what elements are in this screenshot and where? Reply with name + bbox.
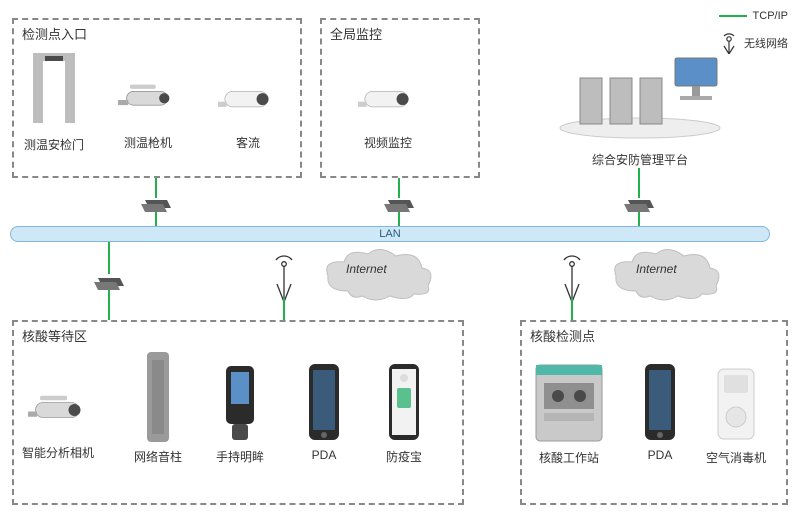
bullet-camera-icon [118,70,178,130]
antenna-icon [274,254,294,299]
router-icon [94,272,124,292]
device-fyb-label: 防疫宝 [374,448,434,465]
zone-testing-title: 核酸检测点 [530,326,595,345]
gate-icon [24,58,84,118]
device-smart-cam-label: 智能分析相机 [22,444,94,461]
zone-waiting-title: 核酸等待区 [22,326,87,345]
link-tcpip [108,242,110,274]
device-booth: 核酸工作站 [530,355,608,466]
link-tcpip [283,298,285,320]
router-icon [141,194,171,214]
device-air-label: 空气消毒机 [706,449,766,466]
internet-label: Internet [636,262,677,276]
device-speaker-label: 网络音柱 [128,448,188,465]
device-flow-label: 客流 [218,134,278,151]
device-pda1-label: PDA [294,448,354,462]
device-thermal-gun-label: 测温枪机 [118,134,178,151]
router-icon [384,194,414,214]
link-tcpip [571,298,573,320]
internet-label: Internet [346,262,387,276]
router-icon [624,194,654,214]
pda-icon [294,362,354,444]
device-pda1: PDA [294,362,354,462]
zone-monitor-title: 全局监控 [330,24,382,43]
handheld-terminal-icon [210,362,270,444]
bullet-camera-icon [218,70,278,130]
device-pda2: PDA [630,362,690,462]
legend-wireless-label: 无线网络 [744,35,788,51]
device-platform: 综合安防管理平台 [540,50,740,168]
device-video-label: 视频监控 [358,134,418,151]
air-purifier-icon [706,365,766,445]
pda-icon [630,362,690,444]
lan-label: LAN [379,228,400,240]
zone-entry-title: 检测点入口 [22,24,87,43]
device-handheld-label: 手持明眸 [210,448,270,465]
device-gate-label: 测温安检门 [24,136,84,153]
legend-tcpip: TCP/IP [719,10,788,22]
device-booth-label: 核酸工作站 [530,449,608,466]
bullet-camera-icon [358,70,418,130]
device-thermal-gun: 测温枪机 [118,70,178,151]
device-handheld: 手持明眸 [210,362,270,465]
device-air: 空气消毒机 [706,365,766,466]
speaker-column-icon [128,352,188,444]
device-flow: 客流 [218,70,278,151]
booth-icon [530,355,608,445]
device-platform-label: 综合安防管理平台 [540,151,740,168]
device-pda2-label: PDA [630,448,690,462]
bullet-camera-icon [28,380,88,440]
lan-bar: LAN [10,226,770,242]
server-rack-icon [540,50,740,145]
device-speaker: 网络音柱 [128,352,188,465]
smartphone-icon [374,362,434,444]
device-fyb: 防疫宝 [374,362,434,465]
device-video: 视频监控 [358,70,418,151]
link-tcpip [108,290,110,320]
device-smart-cam: 智能分析相机 [22,380,94,461]
device-gate: 测温安检门 [24,58,84,153]
legend-tcpip-label: TCP/IP [753,10,788,22]
antenna-icon [562,254,582,299]
